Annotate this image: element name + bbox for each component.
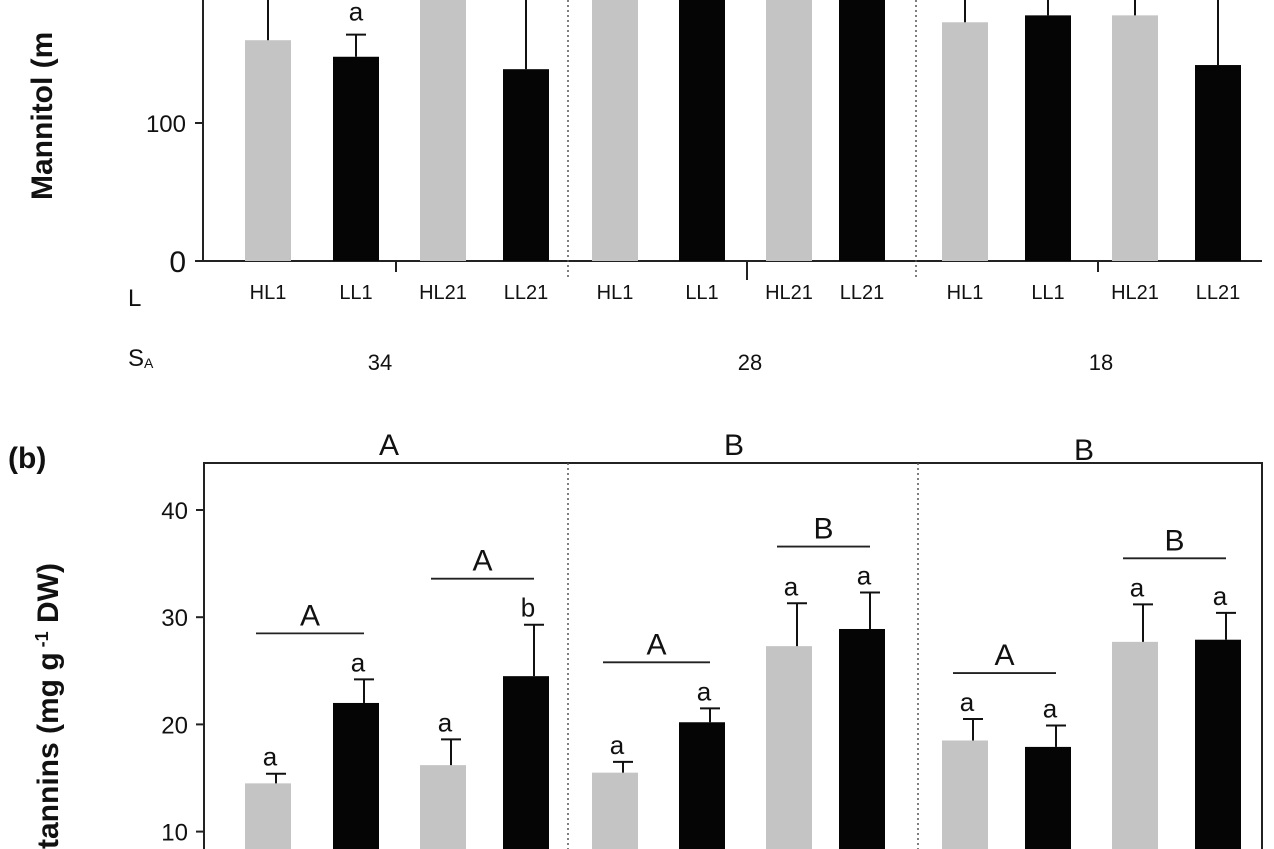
panel-b-bar-10 [1025,746,1071,849]
panel-b-sig-letter-1: a [263,742,278,772]
group-label-28: 28 [738,350,762,375]
panel-a-category-label-1: HL1 [250,282,287,304]
panel-b-sig-letter-7: a [784,571,799,601]
panel-a-category-label-4: LL21 [504,282,549,304]
panel-a-bar-4 [503,69,549,262]
panel-a-category-label-5: HL1 [597,282,634,304]
panel-b: (b) tannins (mg g -1 DW) A B B 10203040 … [8,429,1263,849]
panel-a-bar-9 [942,22,988,262]
panel-b-group-letter-2: B [724,429,744,462]
row-label-sa-subscript: A [144,355,154,371]
panel-a-bar-5 [592,0,638,262]
panel-b-ylabel-post: DW) [32,563,65,631]
row-label-sa: SA [128,345,154,372]
panel-b-pair-letter-2: A [472,545,492,578]
group-label-18: 18 [1089,350,1113,375]
panel-b-pair-letter-1: A [300,599,320,632]
panel-b-bars: a a a b a a a a a a a a [245,561,1241,849]
panel-a-category-label-2: LL1 [339,282,372,304]
panel-a-ylabel: Mannitol (m [26,32,59,200]
panel-b-ylabel-sup: -1 [32,631,52,652]
panel-a-bar-1 [245,40,291,262]
panel-a-bar-8 [839,0,885,262]
panel-b-sig-letter-3: a [438,707,453,737]
panel-b-y-tick-label-3: 30 [161,605,188,632]
panel-b-label: (b) [8,442,46,475]
panel-a-category-label-12: LL21 [1196,282,1241,304]
panel-b-frame [203,462,1263,849]
panel-a-category-label-3: HL21 [419,282,467,304]
panel-a-category-label-11: HL21 [1111,282,1159,304]
panel-b-bar-6 [679,722,725,849]
panel-b-sig-letter-9: a [960,687,975,717]
panel-a-bar-6 [679,0,725,262]
panel-b-bar-12 [1195,639,1241,849]
panel-b-bar-3 [420,765,466,849]
panel-a-bar-11 [1112,15,1158,261]
panel-a-bars: HL1 a LL1 HL21 LL21 HL1 LL1 HL21 LL21 HL1 LL1 HL21 L… [245,0,1241,304]
panel-b-bar-11 [1112,641,1158,849]
panel-a-bar-10 [1025,15,1071,261]
panel-a-category-label-10: LL1 [1031,282,1064,304]
row-label-l: L [128,285,141,312]
panel-a-bar-2 [333,56,379,262]
panel-b-y-ticks: 10 20 30 40 [161,498,204,847]
panel-a-y-tick-label-0: 0 [169,246,186,279]
panel-b-sig-letter-2: a [351,647,366,677]
panel-a-bar-12 [1195,65,1241,261]
panel-b-bar-7 [766,646,812,849]
panel-b-pair-letter-3: A [646,628,666,661]
panel-a-category-label-7: HL21 [765,282,813,304]
panel-b-sig-letter-5: a [610,730,625,760]
panel-b-ylabel-pre: tannins (mg g [32,652,65,849]
panel-b-pair-letter-5: A [994,639,1014,672]
panel-b-sig-letter-12: a [1213,581,1228,611]
panel-b-sig-letter-4: b [521,593,535,623]
row-label-sa-letter: S [128,345,144,372]
panel-a-category-label-6: LL1 [685,282,718,304]
panel-b-bar-9 [942,740,988,849]
panel-b-group-letter-3: B [1074,434,1094,467]
panel-b-bar-4 [503,676,549,849]
panel-b-sig-letter-6: a [697,676,712,706]
panel-b-sig-letter-10: a [1043,693,1058,723]
panel-a-category-label-8: LL21 [840,282,885,304]
panel-a-category-label-9: HL1 [947,282,984,304]
panel-b-bar-8 [839,628,885,849]
panel-a-bar-7 [766,0,812,262]
panel-b-bar-2 [333,702,379,849]
panel-b-pair-brackets: A A A B A B [256,513,1226,674]
panel-b-group-letter-1: A [379,429,399,462]
panel-b-pair-letter-4: B [813,513,833,546]
panel-a-sig-letter-2: a [349,0,364,27]
panel-b-y-tick-label-1: 10 [161,820,188,847]
group-label-34: 34 [368,350,392,375]
panel-b-bar-5 [592,772,638,849]
panel-b-ylabel: tannins (mg g -1 DW) [32,563,65,849]
panel-b-sig-letter-11: a [1130,572,1145,602]
panel-b-sig-letter-8: a [857,561,872,591]
panel-b-bar-1 [245,783,291,849]
panel-b-y-tick-label-2: 20 [161,712,188,739]
panel-b-y-tick-label-4: 40 [161,498,188,525]
panel-a-bar-3 [420,0,466,262]
panel-a-y-tick-label-1: 100 [146,111,186,138]
panel-b-pair-letter-6: B [1164,524,1184,557]
